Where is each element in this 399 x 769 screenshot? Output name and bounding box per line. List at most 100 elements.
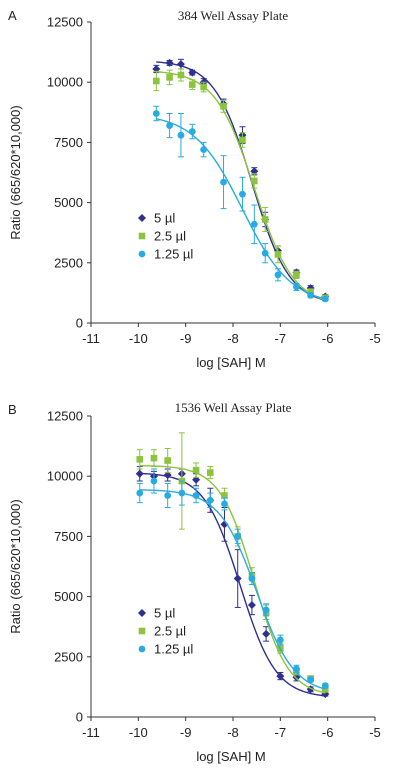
x-tick-label: -6 bbox=[322, 725, 334, 740]
data-point bbox=[293, 283, 300, 291]
data-point bbox=[293, 271, 300, 279]
data-point bbox=[276, 672, 285, 681]
legend-marker bbox=[138, 250, 146, 258]
legend-label: 2.5 µl bbox=[154, 624, 186, 639]
y-tick-label: 7500 bbox=[54, 135, 83, 150]
legend-label: 1.25 µl bbox=[154, 642, 193, 657]
legend-marker bbox=[138, 645, 146, 653]
y-tick-label: 2500 bbox=[54, 255, 83, 270]
x-axis-label: log [SAH] M bbox=[196, 355, 265, 370]
legend-label: 5 µl bbox=[154, 211, 175, 226]
data-point bbox=[166, 74, 173, 81]
data-point bbox=[206, 496, 214, 504]
fit-curve bbox=[139, 489, 326, 690]
data-point bbox=[220, 102, 227, 110]
y-tick-label: 10000 bbox=[47, 469, 83, 484]
legend-label: 2.5 µl bbox=[154, 229, 186, 244]
y-tick-label: 0 bbox=[76, 316, 83, 331]
y-tick-label: 2500 bbox=[54, 649, 83, 664]
data-point bbox=[177, 131, 185, 139]
chart-panel-b: B 1536 Well Assay Plate 0 2500 5000 7500 10000… bbox=[8, 400, 381, 764]
y-axis-label: Ratio (665/620*10,000) bbox=[8, 105, 23, 239]
y-tick-label: 12500 bbox=[47, 409, 83, 424]
chart-title: 1536 Well Assay Plate bbox=[175, 400, 292, 415]
data-point bbox=[178, 489, 186, 497]
legend: 5 µl 2.5 µl 1.25 µl bbox=[138, 606, 193, 657]
legend-label: 1.25 µl bbox=[154, 247, 193, 262]
x-tick-label: -10 bbox=[129, 725, 148, 740]
y-tick-label: 0 bbox=[76, 710, 83, 725]
data-point bbox=[261, 249, 269, 257]
data-point bbox=[192, 492, 200, 499]
data-point bbox=[177, 71, 185, 79]
legend-marker bbox=[138, 627, 146, 635]
legend-marker bbox=[138, 609, 146, 617]
data-point bbox=[307, 676, 315, 684]
data-point bbox=[136, 489, 144, 497]
series-0 bbox=[135, 466, 330, 699]
data-point bbox=[165, 58, 174, 67]
legend-marker bbox=[138, 232, 146, 240]
data-point bbox=[307, 291, 315, 299]
x-axis-label: log [SAH] M bbox=[196, 749, 265, 764]
data-point bbox=[247, 601, 256, 610]
data-point bbox=[188, 68, 197, 77]
data-point bbox=[220, 178, 227, 186]
x-tick-label: -6 bbox=[322, 331, 334, 346]
data-point bbox=[261, 216, 269, 223]
x-tick-label: -9 bbox=[180, 331, 192, 346]
series-2 bbox=[136, 468, 329, 690]
data-point bbox=[307, 288, 314, 295]
legend-marker bbox=[138, 214, 146, 222]
series-0 bbox=[152, 58, 330, 301]
y-tick-label: 5000 bbox=[54, 589, 83, 604]
fit-curve bbox=[139, 464, 326, 694]
y-tick-label: 5000 bbox=[54, 195, 83, 210]
data-point bbox=[274, 271, 282, 279]
y-tick-label: 7500 bbox=[54, 529, 83, 544]
data-point bbox=[200, 83, 207, 91]
series-1 bbox=[153, 68, 329, 302]
data-point bbox=[248, 575, 256, 582]
x-tick-label: -7 bbox=[275, 331, 287, 346]
fit-curve bbox=[139, 472, 326, 697]
data-point bbox=[221, 500, 228, 508]
legend-label: 5 µl bbox=[154, 606, 175, 621]
data-point bbox=[192, 466, 200, 474]
data-point bbox=[322, 686, 329, 693]
data-point bbox=[262, 606, 270, 614]
panel-label: B bbox=[8, 402, 17, 417]
x-tick-label: -8 bbox=[227, 331, 239, 346]
chart-panel-a: A 384 Well Assay Plate 0 2500 5000 7500 10000 1… bbox=[8, 8, 381, 370]
data-point bbox=[250, 220, 258, 228]
data-point bbox=[239, 190, 246, 198]
x-tick-label: -7 bbox=[275, 725, 287, 740]
data-point bbox=[274, 251, 282, 258]
y-tick-label: 10000 bbox=[47, 75, 83, 90]
data-point bbox=[176, 60, 185, 69]
data-point bbox=[164, 492, 172, 499]
data-point bbox=[136, 456, 144, 463]
x-tick-label: -5 bbox=[369, 331, 381, 346]
data-point bbox=[153, 77, 160, 85]
data-point bbox=[293, 665, 300, 673]
data-point bbox=[150, 477, 158, 485]
data-point bbox=[276, 636, 284, 644]
x-tick-label: -9 bbox=[180, 725, 192, 740]
fit-curve bbox=[156, 71, 326, 301]
y-axis-label: Ratio (665/620*10,000) bbox=[8, 499, 23, 633]
data-point bbox=[166, 122, 173, 129]
data-point bbox=[188, 128, 196, 135]
x-tick-label: -5 bbox=[369, 725, 381, 740]
y-tick-label: 12500 bbox=[47, 15, 83, 30]
data-point bbox=[321, 682, 329, 690]
data-point bbox=[233, 574, 242, 583]
series-2 bbox=[152, 105, 329, 303]
fit-curve bbox=[156, 61, 326, 301]
data-point bbox=[206, 469, 214, 476]
data-point bbox=[234, 533, 242, 540]
x-tick-label: -11 bbox=[82, 725, 100, 740]
data-point bbox=[262, 629, 271, 638]
x-tick-label: -11 bbox=[82, 331, 100, 346]
